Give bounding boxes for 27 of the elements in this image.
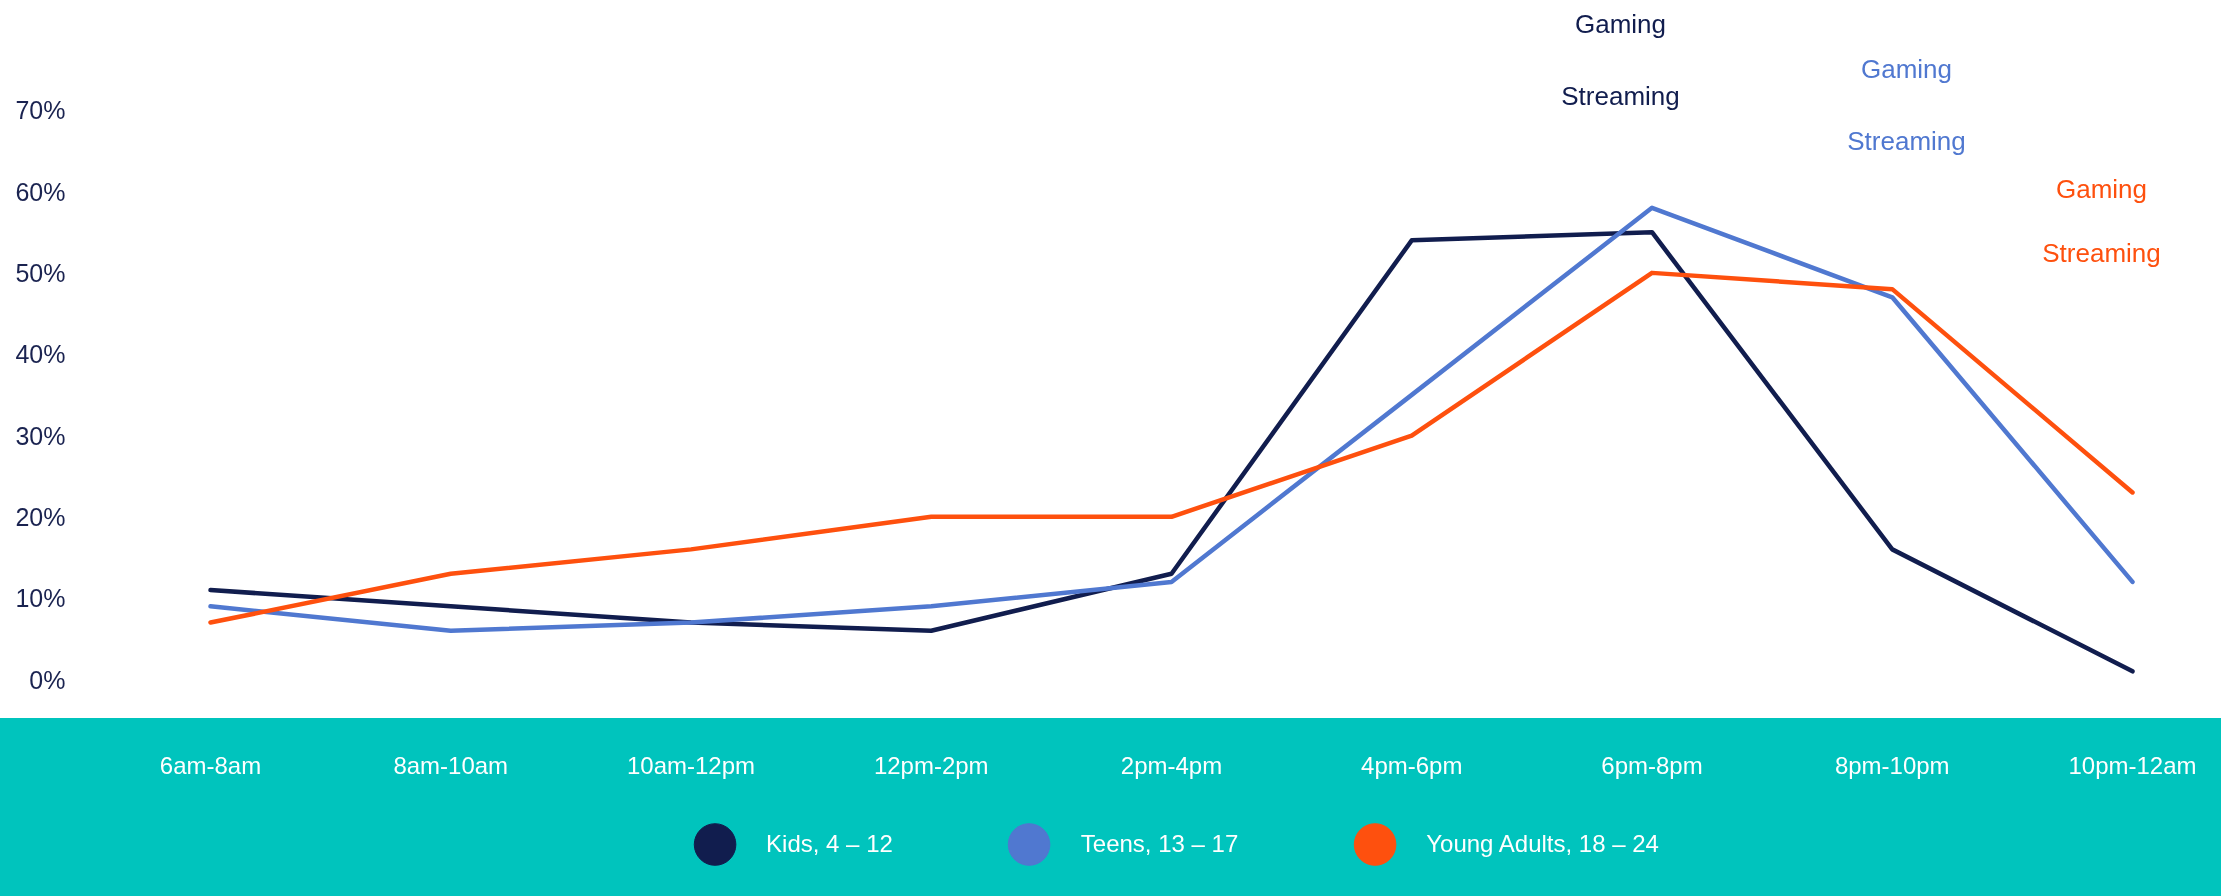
legend-label: Teens, 13 – 17 [1080,830,1239,858]
annotation: Streaming [1561,80,1680,111]
x-tick-label: 4pm-6pm [1361,751,1463,779]
annotation: Streaming [1847,125,1966,156]
y-tick-label: 60% [15,177,66,206]
x-tick-label: 12pm-2pm [873,751,989,779]
x-tick-label: 6pm-8pm [1601,751,1703,779]
x-tick-label: 8pm-10pm [1834,751,1950,779]
x-tick-label: 8am-10am [393,751,509,779]
x-tick-label: 6am-8am [159,751,262,779]
annotation: Streaming [2042,237,2161,268]
line-series [208,270,2135,625]
y-tick-label: 70% [15,96,66,125]
x-tick-label: 2pm-4pm [1120,751,1223,779]
y-tick-label: 0% [29,665,66,694]
y-tick-label: 20% [15,502,66,531]
legend-label: Kids, 4 – 12 [766,830,893,858]
x-tick-label: 10am-12pm [626,751,756,779]
annotation: Gaming [1860,53,1953,84]
y-tick-label: 30% [15,421,66,450]
y-tick-label: 50% [15,258,66,287]
legend-label: Young Adults, 18 – 24 [1426,830,1659,858]
y-tick-label: 10% [15,584,66,613]
annotation: Gaming [1574,8,1667,39]
y-tick-label: 40% [15,340,66,369]
annotation: Gaming [2055,173,2148,204]
x-tick-label: 10pm-12am [2068,751,2197,779]
